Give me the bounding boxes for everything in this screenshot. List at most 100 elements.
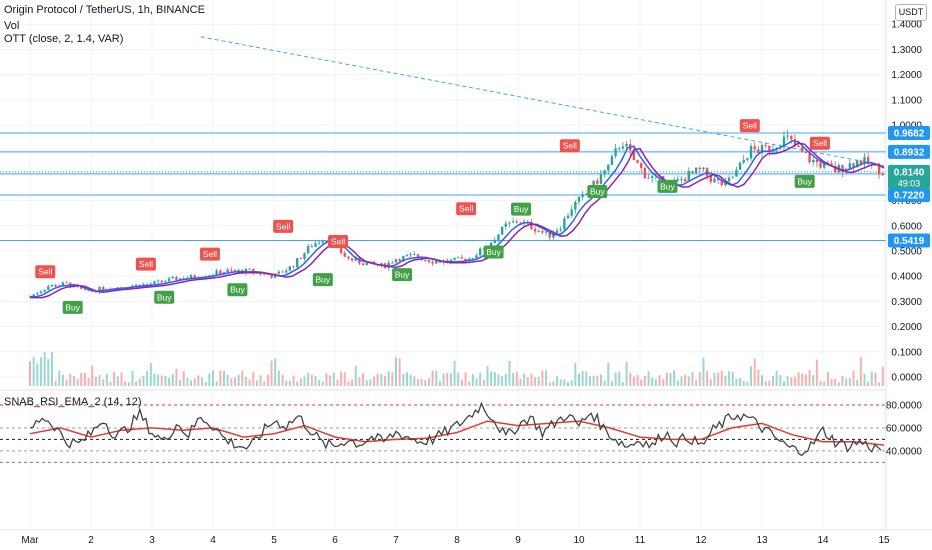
volume-bar [351,379,354,386]
volume-bar [764,381,767,386]
candle-body [178,278,182,281]
sell-marker [35,265,56,279]
volume-bars [29,351,884,386]
volume-bar [292,375,295,386]
volume-bar [702,357,705,386]
price-tick-label: 0.0000 [891,373,922,384]
volume-bar [124,381,127,386]
volume-bar [72,376,75,386]
volume-bar [83,372,86,386]
volume-bar [384,376,387,386]
volume-bar [786,376,789,386]
volume-bar [523,373,526,386]
candle-body [424,260,427,261]
volume-bar [493,371,496,386]
volume-bar [222,370,225,386]
oscillator-tick-label: 40.0000 [886,446,923,457]
candle-body [365,262,368,266]
volume-bar [336,379,339,386]
currency-badge[interactable]: USDT [895,4,927,21]
candle-body [134,284,138,286]
volume-bar [413,376,416,386]
candle-body [145,284,149,285]
volume-bar [541,370,544,386]
candle-body [757,149,760,154]
buy-marker-label: Buy [395,270,410,280]
time-tick-label: 8 [454,535,460,546]
volume-bar [856,379,859,386]
time-axis[interactable]: Mar 2 3 4 5 6 7 8 9 10 11 12 13 14 15 [21,535,890,546]
volume-bar [534,377,537,386]
volume-bar [391,372,394,386]
candle-body [350,258,354,261]
volume-bar [354,365,357,386]
volume-bar [812,375,815,386]
candle-body [65,282,68,284]
volume-bar [69,373,72,386]
volume-bar [545,370,548,386]
candle-body [563,218,566,230]
volume-bar [105,374,108,386]
candle-body [292,266,295,268]
volume-bar [193,378,196,386]
buy-marker [483,245,504,259]
candle-body [790,135,793,140]
candle-body [815,160,819,163]
candle-body [698,167,701,170]
volume-bar [230,378,233,386]
candle-body [826,162,830,164]
volume-bar [724,375,727,386]
oscillator-axis[interactable]: 80.0000 60.0000 40.0000 [886,401,923,458]
candle-body [54,284,57,287]
candle-body [409,254,412,256]
candle-body [855,160,859,168]
volume-bar [36,363,39,386]
volume-bar [157,374,160,386]
candle-body [405,255,409,256]
time-tick-label: 9 [515,535,521,546]
candle-body [530,222,533,229]
time-tick-label: 7 [393,535,399,546]
countdown-tag: 49:03 [898,178,921,188]
candle-body [640,163,643,168]
trendline[interactable] [200,36,885,166]
candle-body [753,146,756,150]
buy-marker [657,179,678,193]
volume-bar [325,373,328,386]
oscillator-tick-label: 80.0000 [886,401,923,412]
volume-bar [878,382,881,386]
level-tag: 0.7220 [894,191,925,202]
candle-body [317,242,321,244]
sell-marker [456,202,477,216]
volume-bar [629,372,632,386]
volume-bar [618,371,621,386]
volume-bar [314,376,317,386]
volume-bar [449,373,452,386]
volume-bar [43,352,46,386]
volume-bar [519,378,522,386]
volume-bar [409,374,412,386]
volume-bar [109,381,112,386]
sell-marker [809,136,830,150]
chart-title: Origin Protocol / TetherUS, 1h, BINANCE [4,4,205,16]
volume-bar [782,381,785,386]
candle-body [497,234,500,241]
volume-bar [552,381,555,386]
price-tick-label: 1.1000 [891,95,922,106]
buy-marker-label: Buy [315,275,330,285]
volume-bar [149,363,152,386]
candle-body [694,167,698,173]
volume-bar [460,379,463,386]
candle-body [764,145,767,146]
volume-bar [175,368,178,386]
volume-bar [310,374,313,386]
volume-bar [131,370,134,386]
volume-bar [318,379,321,386]
volume-bar [186,378,189,386]
volume-bar [662,379,665,386]
volume-bar [471,373,474,386]
volume-bar [255,380,258,386]
candle-body [581,194,584,197]
candle-body [614,148,617,157]
